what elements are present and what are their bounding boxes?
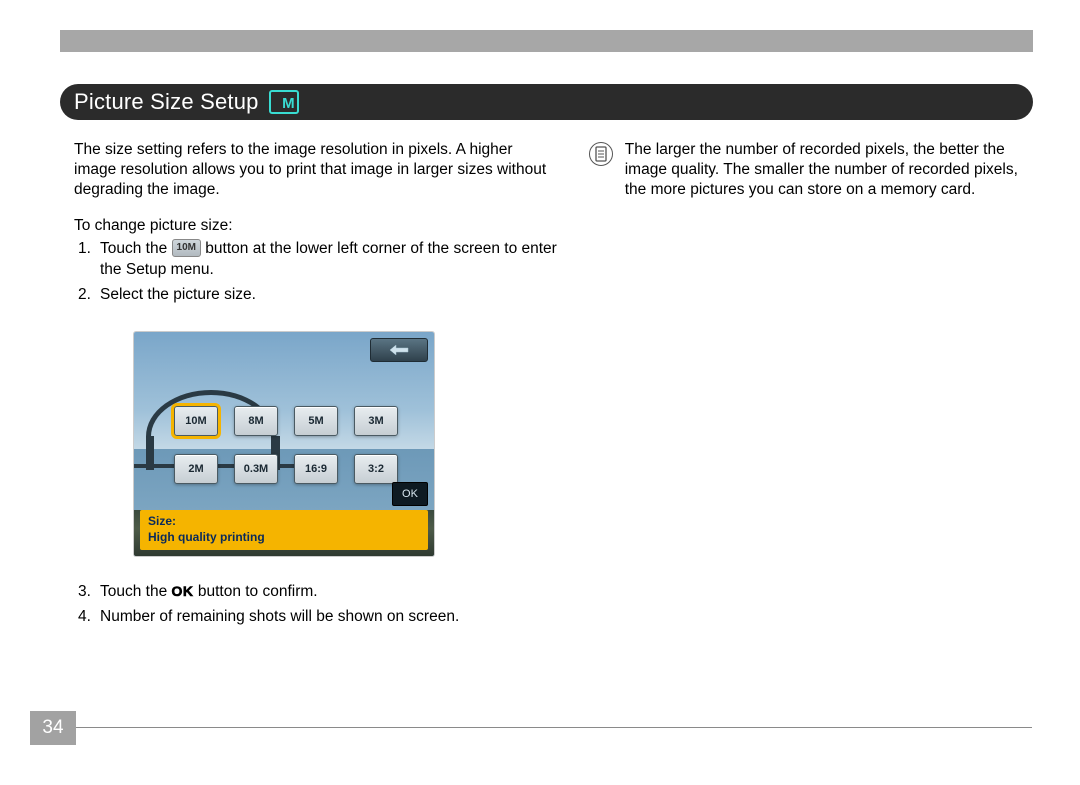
size-option-3m[interactable]: 3M xyxy=(354,406,398,436)
size-option-03m[interactable]: 0.3M xyxy=(234,454,278,484)
step-2: Select the picture size. xyxy=(74,285,559,306)
size-mode-icon-letter: M xyxy=(282,96,295,111)
step-1-text-a: Touch the xyxy=(100,240,167,257)
camera-screenshot: 10M 8M 5M 3M 2M 0.3M 16:9 3:2 OK Size: H… xyxy=(134,332,559,556)
intro-paragraph: The size setting refers to the image res… xyxy=(74,140,559,199)
size-option-5m[interactable]: 5M xyxy=(294,406,338,436)
left-column: The size setting refers to the image res… xyxy=(74,140,559,632)
step-1-text-b: button at the lower left corner of the s… xyxy=(100,240,557,278)
step-3-text-a: Touch the xyxy=(100,583,167,600)
size-row-2: 2M 0.3M 16:9 3:2 xyxy=(174,454,398,484)
note-block: The larger the number of recorded pixels… xyxy=(589,140,1024,199)
size-option-169[interactable]: 16:9 xyxy=(294,454,338,484)
info-line-2: High quality printing xyxy=(148,530,420,546)
content-area: The size setting refers to the image res… xyxy=(74,140,1024,632)
steps-list: Touch the 10M button at the lower left c… xyxy=(74,239,559,306)
note-icon xyxy=(589,142,613,166)
step-3: Touch the OK button to confirm. xyxy=(74,582,559,603)
section-title: Picture Size Setup xyxy=(74,89,259,115)
note-text: The larger the number of recorded pixels… xyxy=(625,140,1024,199)
ok-button[interactable]: OK xyxy=(392,482,428,506)
info-line-1: Size: xyxy=(148,514,420,530)
setup-button-icon: 10M xyxy=(172,239,201,257)
step-4: Number of remaining shots will be shown … xyxy=(74,607,559,628)
size-option-10m[interactable]: 10M xyxy=(174,406,218,436)
back-arrow-icon xyxy=(388,344,410,356)
size-mode-icon: M xyxy=(269,90,299,114)
info-strip: Size: High quality printing xyxy=(140,510,428,550)
step-3-text-b: button to confirm. xyxy=(198,583,318,600)
size-option-2m[interactable]: 2M xyxy=(174,454,218,484)
right-column: The larger the number of recorded pixels… xyxy=(589,140,1024,632)
size-option-8m[interactable]: 8M xyxy=(234,406,278,436)
size-option-32[interactable]: 3:2 xyxy=(354,454,398,484)
footer-rule xyxy=(76,727,1032,728)
back-button[interactable] xyxy=(370,338,428,362)
section-title-bar: Picture Size Setup M xyxy=(60,84,1033,120)
step-1: Touch the 10M button at the lower left c… xyxy=(74,239,559,281)
camera-screen: 10M 8M 5M 3M 2M 0.3M 16:9 3:2 OK Size: H… xyxy=(134,332,434,556)
steps-heading: To change picture size: xyxy=(74,217,559,235)
size-row-1: 10M 8M 5M 3M xyxy=(174,406,398,436)
top-bar xyxy=(60,30,1033,52)
bg-pylon xyxy=(146,436,154,470)
steps-list-cont: Touch the OK button to confirm. Number o… xyxy=(74,582,559,628)
page-number: 34 xyxy=(30,711,76,745)
ok-inline-icon: OK xyxy=(172,582,194,601)
